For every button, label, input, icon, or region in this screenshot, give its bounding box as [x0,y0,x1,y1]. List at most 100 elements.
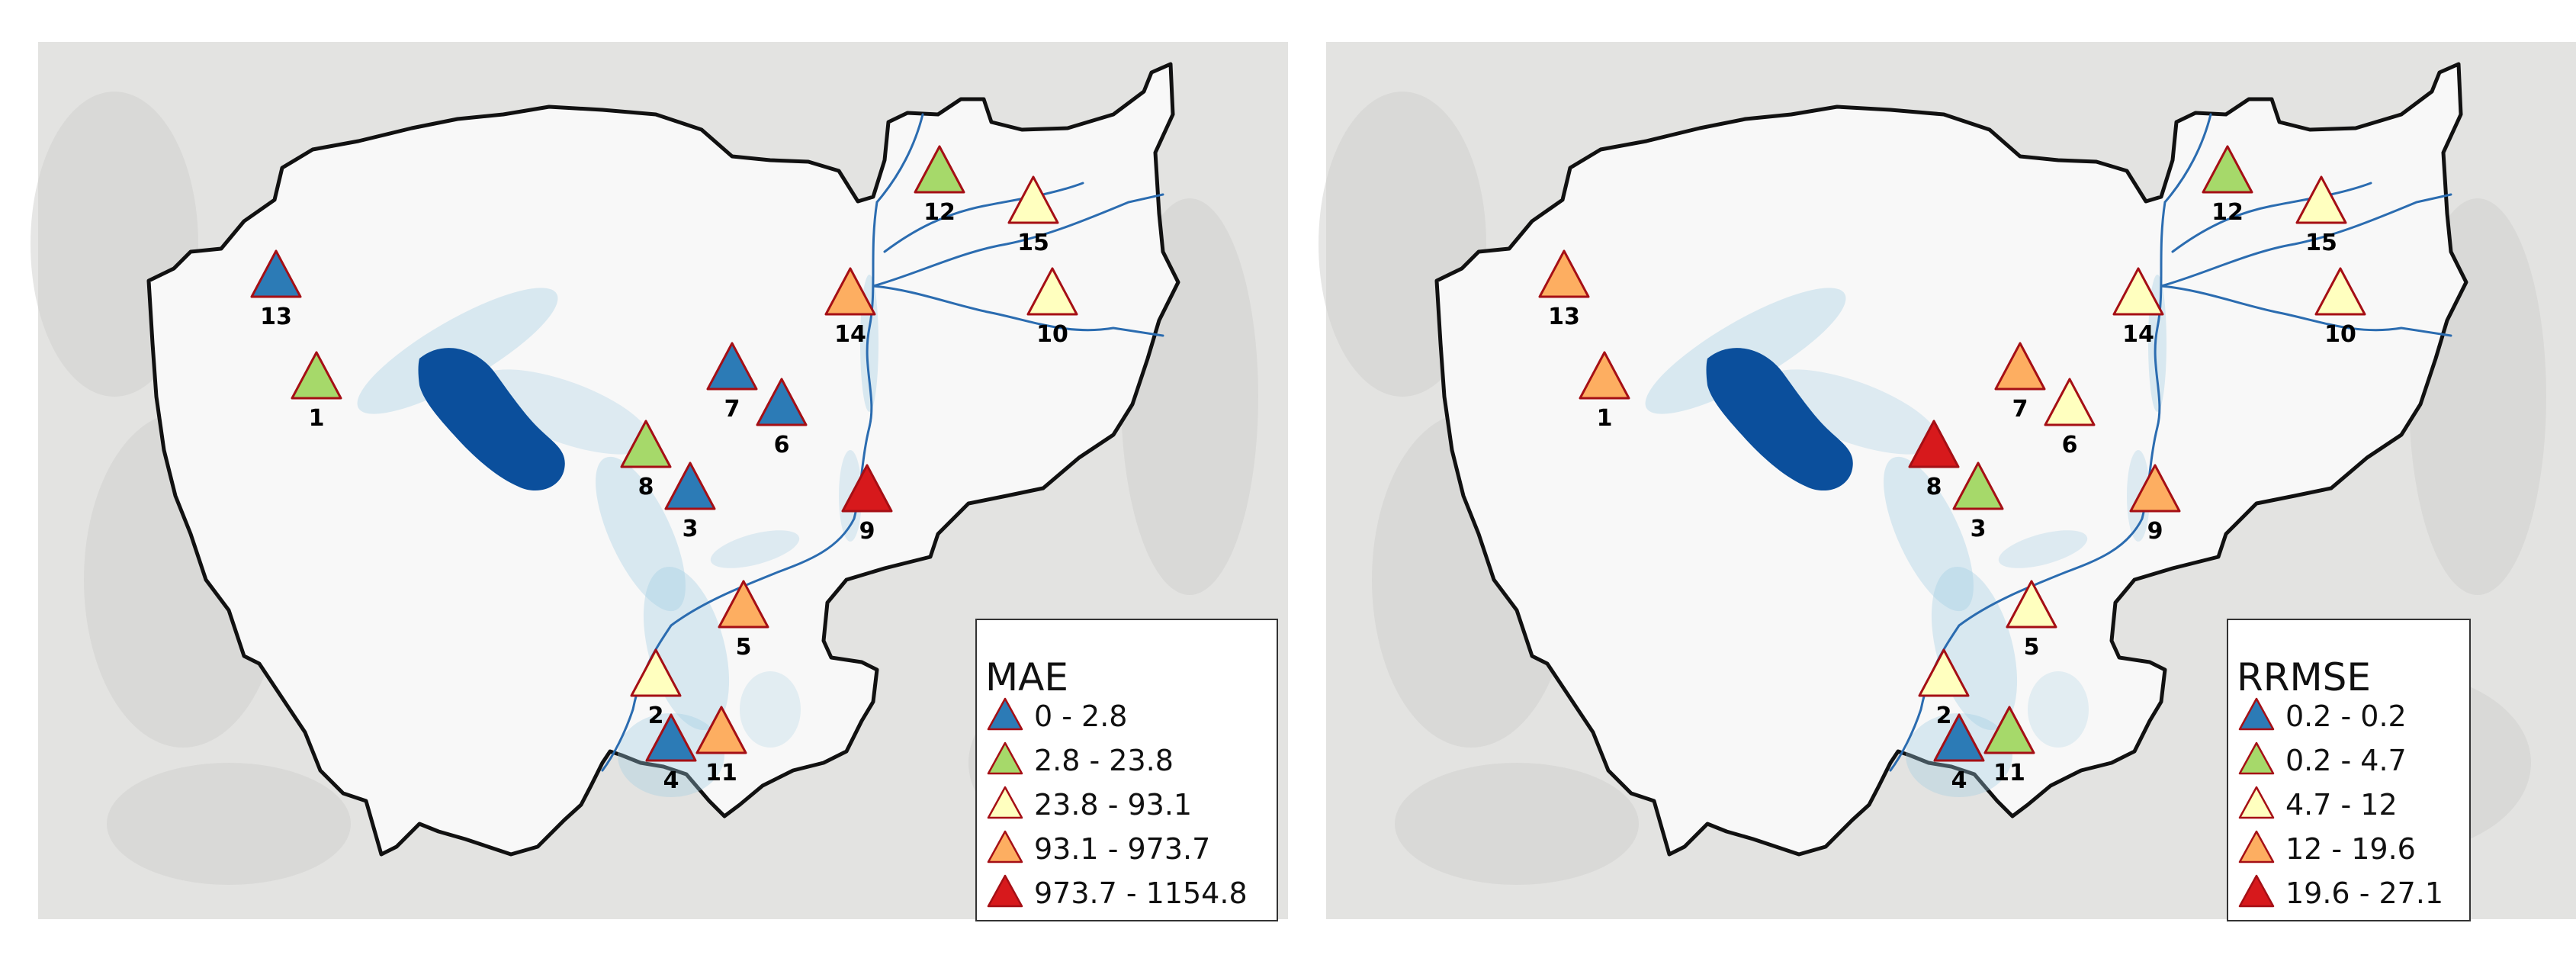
station-label: 15 [2305,230,2337,256]
triangle-icon [1952,461,2004,510]
triangle-icon [250,249,302,298]
triangle-icon [718,580,769,629]
legend-entry-label: 12 - 19.6 [2285,832,2416,866]
station-marker-6: 6 [2044,378,2096,458]
station-label: 3 [1971,516,1987,542]
station-label: 2 [648,703,664,729]
station-label: 8 [1926,474,1942,500]
station-label: 12 [923,199,956,226]
station-label: 9 [2147,518,2163,545]
triangle-icon [645,713,697,762]
legend-title: MAE [985,655,1068,699]
legend-triangle-icon [987,697,1023,731]
triangle-icon [1579,351,1630,400]
triangle-icon [620,420,672,468]
station-label: 15 [1017,230,1049,256]
legend-triangle-icon [2238,830,2275,863]
map-panel-mae: 1 2 3 4 5 6 7 8 9 10 11 12 13 14 15 MAE 0 - 2.8 2.8 - 23.… [0,0,1288,965]
station-marker-11: 11 [1983,706,2035,786]
legend-entry-label: 4.7 - 12 [2285,788,2398,822]
station-label: 6 [2062,432,2078,458]
station-marker-4: 4 [645,713,697,794]
station-label: 3 [683,516,699,542]
legend-triangle-icon [2238,697,2275,731]
legend-triangle-icon [2238,741,2275,775]
station-marker-13: 13 [250,249,302,330]
station-marker-7: 7 [706,342,758,423]
station-marker-4: 4 [1933,713,1985,794]
triangle-icon [706,342,758,391]
station-label: 7 [724,396,740,423]
station-marker-7: 7 [1994,342,2046,423]
legend-entry-label: 0.2 - 4.7 [2285,744,2407,777]
floodplain [710,530,800,568]
legend-triangle-icon [2238,874,2275,908]
triangle-icon [1026,267,1078,316]
station-label: 13 [1548,304,1580,330]
station-label: 1 [309,405,325,432]
station-label: 11 [1993,760,2025,786]
station-marker-8: 8 [620,420,672,500]
station-label: 4 [1951,767,1967,794]
station-label: 11 [705,760,737,786]
station-label: 4 [663,767,679,794]
legend-entry-label: 0.2 - 0.2 [2285,699,2407,733]
station-marker-1: 1 [291,351,342,432]
legend-triangle-icon [987,874,1023,908]
legend-title: RRMSE [2237,655,2371,699]
floodplain [1765,369,1939,455]
station-marker-14: 14 [824,267,876,348]
triangle-icon [2129,464,2181,513]
station-label: 6 [774,432,790,458]
triangle-icon [841,464,893,513]
station-marker-9: 9 [841,464,893,545]
lake [418,348,565,491]
legend-triangle-icon [987,830,1023,863]
legend-box [975,619,1278,921]
station-marker-15: 15 [2295,175,2347,256]
legend-entry-label: 973.7 - 1154.8 [1034,876,1248,910]
station-marker-3: 3 [1952,461,2004,542]
triangle-icon [2202,145,2253,194]
station-marker-2: 2 [630,648,682,729]
station-marker-9: 9 [2129,464,2181,545]
triangle-icon [1918,648,1970,697]
legend-triangle-icon [987,741,1023,775]
triangle-icon [1983,706,2035,754]
floodplain [740,671,801,748]
triangle-icon [1933,713,1985,762]
station-marker-10: 10 [1026,267,1078,348]
station-label: 10 [1036,321,1068,348]
river [872,193,1164,288]
station-marker-14: 14 [2112,267,2164,348]
station-marker-1: 1 [1579,351,1630,432]
floodplain [2028,671,2089,748]
lake [1706,348,1853,491]
station-label: 14 [2122,321,2154,348]
triangle-icon [1538,249,1590,298]
river [875,113,924,204]
legend-triangle-icon [987,786,1023,819]
terrain-relief [107,763,351,885]
floodplain [596,456,686,612]
map-panel-rrmse: 1 2 3 4 5 6 7 8 9 10 11 12 13 14 15 RRMSE 0.2 - 0.2 0.2 -… [1288,0,2576,965]
triangle-icon [824,267,876,316]
station-marker-5: 5 [2006,580,2057,661]
station-marker-2: 2 [1918,648,1970,729]
station-label: 5 [736,634,752,661]
floodplain [1884,456,1974,612]
legend-entry-label: 0 - 2.8 [1034,699,1127,733]
river [2163,113,2212,204]
river [872,285,1164,337]
station-label: 12 [2211,199,2244,226]
station-marker-12: 12 [914,145,965,226]
station-marker-5: 5 [718,580,769,661]
legend-entry-label: 93.1 - 973.7 [1034,832,1210,866]
station-label: 8 [638,474,654,500]
river [2160,285,2452,337]
